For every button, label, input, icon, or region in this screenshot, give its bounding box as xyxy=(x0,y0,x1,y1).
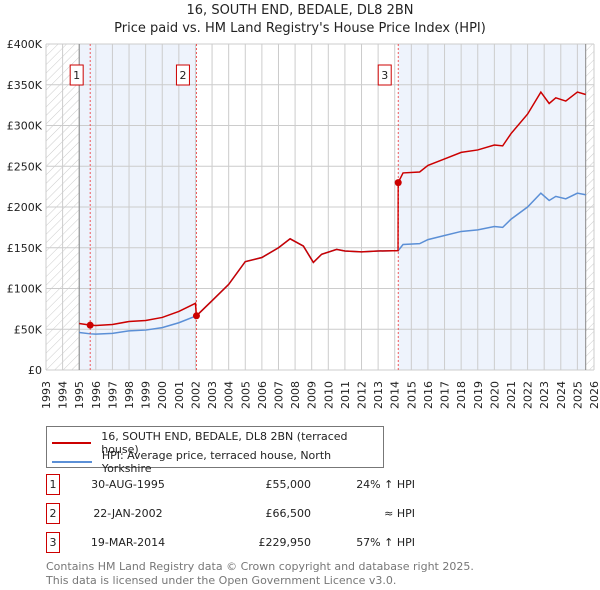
x-tick-label: 2001 xyxy=(173,381,186,409)
y-tick-label: £250K xyxy=(7,160,43,173)
x-tick-label: 2023 xyxy=(538,381,551,409)
x-tick-label: 2002 xyxy=(189,381,202,409)
sale-date: 22-JAN-2002 xyxy=(93,507,163,520)
x-tick-label: 2007 xyxy=(272,381,285,409)
y-tick-label: £350K xyxy=(7,79,43,92)
x-tick-label: 2004 xyxy=(223,381,236,409)
legend: 16, SOUTH END, BEDALE, DL8 2BN (terraced… xyxy=(46,426,384,475)
sale-label-box xyxy=(69,64,84,86)
x-tick-label: 2022 xyxy=(522,381,535,409)
sale-hpi-comparison: 57% ↑ HPI xyxy=(356,536,415,549)
chart-title: 16, SOUTH END, BEDALE, DL8 2BN xyxy=(186,3,414,18)
sale-row: 1 30-AUG-1995 £55,000 24% ↑ HPI xyxy=(46,474,415,495)
sale-point xyxy=(86,321,94,329)
x-tick-label: 2024 xyxy=(555,381,568,409)
sale-label: 2 xyxy=(179,69,186,82)
sale-price: £229,950 xyxy=(258,536,312,549)
sale-label-box xyxy=(175,64,190,86)
sale-row: 3 19-MAR-2014 £229,950 57% ↑ HPI xyxy=(46,532,415,553)
sale-number-badge: 2 xyxy=(46,503,60,524)
y-tick-label: £300K xyxy=(7,120,43,133)
sale-point xyxy=(192,312,200,320)
sale-label: 1 xyxy=(73,69,80,82)
footer-copyright: Contains HM Land Registry data © Crown c… xyxy=(46,560,474,573)
x-tick-label: 2014 xyxy=(389,381,402,409)
x-tick-label: 2005 xyxy=(239,381,252,409)
x-tick-label: 2025 xyxy=(571,381,584,409)
legend-swatch-hpi xyxy=(52,461,92,463)
x-tick-label: 2006 xyxy=(256,381,269,409)
x-tick-label: 1995 xyxy=(73,381,86,409)
sale-label: 3 xyxy=(381,69,388,82)
legend-label-hpi: HPI: Average price, terraced house, Nort… xyxy=(101,449,332,475)
x-tick-label: 2008 xyxy=(289,381,302,409)
x-tick-label: 2017 xyxy=(439,381,452,409)
y-tick-label: £0 xyxy=(28,364,42,377)
x-tick-label: 2016 xyxy=(422,381,435,409)
y-tick-label: £100K xyxy=(7,283,43,296)
x-tick-label: 1997 xyxy=(106,381,119,409)
x-tick-label: 2020 xyxy=(488,381,501,409)
y-tick-label: £50K xyxy=(14,323,43,336)
y-tick-label: £400K xyxy=(7,38,43,51)
x-tick-label: 2026 xyxy=(588,381,600,409)
footer-licence: This data is licensed under the Open Gov… xyxy=(46,574,397,587)
y-tick-label: £200K xyxy=(7,201,43,214)
x-tick-label: 1994 xyxy=(57,381,70,409)
x-tick-label: 2013 xyxy=(372,381,385,409)
sale-point xyxy=(394,179,402,187)
chart-subtitle: Price paid vs. HM Land Registry's House … xyxy=(114,21,486,36)
x-tick-label: 1993 xyxy=(40,381,53,409)
x-tick-label: 2009 xyxy=(306,381,319,409)
sale-hpi-comparison: 24% ↑ HPI xyxy=(356,478,415,491)
sale-label-box xyxy=(377,64,392,86)
x-tick-label: 2012 xyxy=(356,381,369,409)
x-tick-label: 1996 xyxy=(90,381,103,409)
legend-swatch-price xyxy=(52,442,92,444)
y-tick-label: £150K xyxy=(7,242,43,255)
sale-date: 19-MAR-2014 xyxy=(90,536,166,549)
x-tick-label: 2003 xyxy=(206,381,219,409)
x-tick-label: 2019 xyxy=(472,381,485,409)
legend-label-price: 16, SOUTH END, BEDALE, DL8 2BN (terraced… xyxy=(101,430,348,456)
x-tick-label: 1999 xyxy=(140,381,153,409)
x-tick-label: 2015 xyxy=(405,381,418,409)
chart: 1993 1994 1995 1996 1997 1998 1999 2000 2001 2002… xyxy=(7,38,600,409)
sale-row: 2 22-JAN-2002 £66,500 ≈ HPI xyxy=(46,503,415,524)
x-tick-label: 2018 xyxy=(455,381,468,409)
x-tick-label: 2021 xyxy=(505,381,518,409)
sale-price: £55,000 xyxy=(265,478,312,491)
sale-date: 30-AUG-1995 xyxy=(91,478,165,491)
sale-price: £66,500 xyxy=(265,507,312,520)
sale-number-badge: 1 xyxy=(46,474,60,495)
x-tick-label: 2000 xyxy=(156,381,169,409)
sale-hpi-comparison: ≈ HPI xyxy=(384,507,415,520)
price-paid-line xyxy=(79,90,586,327)
x-tick-label: 1998 xyxy=(123,381,136,409)
x-tick-label: 2010 xyxy=(322,381,335,409)
sale-number-badge: 3 xyxy=(46,532,60,553)
x-tick-label: 2011 xyxy=(339,381,352,409)
